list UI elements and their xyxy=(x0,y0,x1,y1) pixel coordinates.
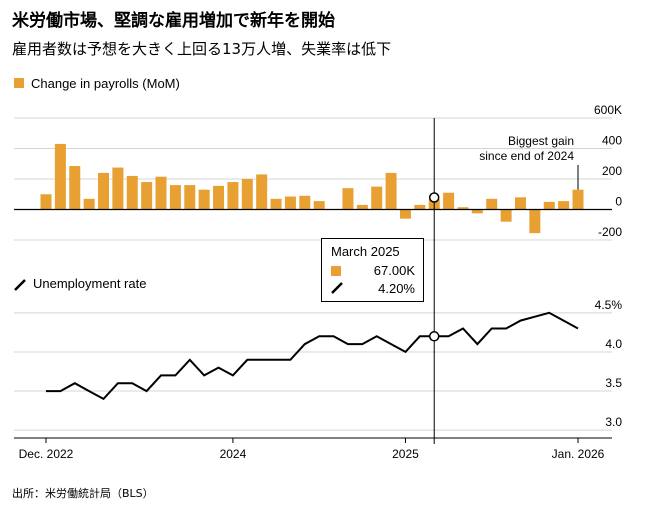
payrolls-bar xyxy=(457,207,469,210)
payrolls-bar xyxy=(69,166,81,210)
payrolls-legend-swatch xyxy=(14,78,24,88)
payrolls-bar xyxy=(155,176,167,210)
source-note: 出所：米労働統計局（BLS） xyxy=(12,487,154,500)
payrolls-tick-label: 200 xyxy=(602,164,622,178)
x-tick-label: 2024 xyxy=(220,447,247,461)
rate-tick-label: 4.5% xyxy=(595,298,623,312)
hover-marker-rate xyxy=(428,331,440,342)
payrolls-legend-label: Change in payrolls (MoM) xyxy=(31,76,180,91)
payrolls-bar xyxy=(270,198,282,210)
page-subtitle: 雇用者数は予想を大きく上回る13万人増、失業率は低下 xyxy=(12,40,392,58)
payrolls-tick-label: 400 xyxy=(602,134,622,148)
tooltip-payrolls-swatch xyxy=(331,266,341,276)
payrolls-bar xyxy=(529,209,541,234)
payrolls-bar xyxy=(184,185,196,210)
payrolls-bar xyxy=(471,209,483,214)
hover-tooltip: March 2025 67.00K 4.20% xyxy=(321,238,424,302)
rate-legend-label: Unemployment rate xyxy=(33,276,146,291)
payrolls-bar xyxy=(572,189,584,210)
tooltip-payrolls-value: 67.00K xyxy=(373,263,415,278)
page-title: 米労働市場、堅調な雇用増加で新年を開始 xyxy=(12,11,335,31)
payrolls-bar xyxy=(169,185,181,210)
payrolls-bar xyxy=(198,189,210,210)
payrolls-bar xyxy=(486,198,498,210)
payrolls-bar xyxy=(558,201,570,210)
payrolls-bar xyxy=(54,143,66,210)
payrolls-bar xyxy=(241,179,253,210)
x-tick-label: Jan. 2026 xyxy=(552,447,605,461)
payrolls-bar xyxy=(83,198,95,210)
payrolls-tick-label: -200 xyxy=(598,225,622,239)
payrolls-bar xyxy=(543,201,555,210)
rate-legend-swatch xyxy=(14,279,26,291)
payrolls-bar xyxy=(126,175,138,210)
payrolls-bar xyxy=(342,188,354,210)
annotation-line-2: since end of 2024 xyxy=(479,149,574,163)
tooltip-rate-swatch xyxy=(331,282,343,294)
unemployment-rate-line xyxy=(46,311,579,401)
payrolls-bar xyxy=(299,195,311,210)
payrolls-bar xyxy=(371,186,383,210)
hover-marker-payrolls xyxy=(428,192,440,203)
rate-tick-label: 3.0 xyxy=(605,415,622,429)
tooltip-rate-value: 4.20% xyxy=(378,281,415,296)
payrolls-bar xyxy=(256,174,268,210)
rate-tick-label: 4.0 xyxy=(605,337,622,351)
payrolls-bar xyxy=(98,172,110,210)
tooltip-date: March 2025 xyxy=(331,244,400,259)
payrolls-tick-label: 0 xyxy=(615,195,622,209)
payrolls-bar xyxy=(385,172,397,210)
payrolls-bar xyxy=(356,204,368,210)
rate-tick-label: 3.5 xyxy=(605,376,622,390)
payrolls-bar xyxy=(141,182,153,210)
x-tick-label: Dec. 2022 xyxy=(19,447,74,461)
payrolls-bar xyxy=(284,196,296,210)
payrolls-bar xyxy=(399,209,411,219)
chart-area[interactable]: Change in payrolls (MoM) Unemployment rat… xyxy=(0,0,648,480)
x-tick-label: 2025 xyxy=(392,447,419,461)
payrolls-bar xyxy=(227,182,239,210)
payrolls-bar xyxy=(500,209,512,222)
payrolls-tick-label: 600K xyxy=(594,103,622,117)
payrolls-bar xyxy=(313,201,325,210)
payrolls-bar xyxy=(40,194,52,210)
payrolls-bar xyxy=(112,167,124,210)
annotation-line-1: Biggest gain xyxy=(508,134,574,148)
payrolls-bar xyxy=(514,197,526,210)
payrolls-bar xyxy=(443,192,455,210)
payrolls-bar xyxy=(414,204,426,210)
payrolls-bar xyxy=(213,185,225,210)
